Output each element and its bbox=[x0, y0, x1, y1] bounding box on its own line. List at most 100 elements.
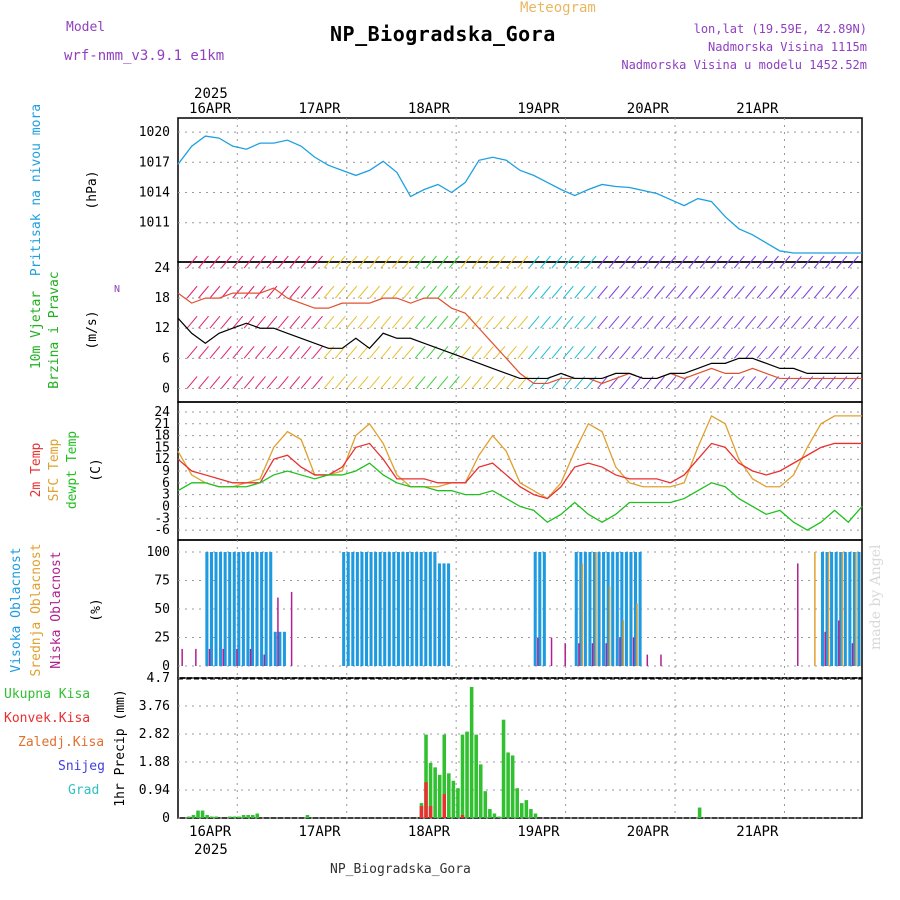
wind-arrow bbox=[722, 285, 734, 299]
wind-arrow bbox=[334, 285, 346, 299]
wind-arrow bbox=[619, 315, 631, 329]
high-cloud-bar bbox=[588, 552, 592, 666]
wind-arrow bbox=[733, 255, 745, 269]
pressure-axis-title: Pritisak na nivou mora bbox=[29, 104, 44, 276]
wind-arrow bbox=[243, 255, 255, 269]
wind-arrow bbox=[505, 255, 517, 269]
wind-arrow bbox=[790, 255, 802, 269]
high-cloud-bar bbox=[273, 631, 277, 666]
wind-arrow bbox=[665, 285, 677, 299]
wind-axis-title-1: 10m Vjetar bbox=[29, 291, 44, 369]
low-cloud-bar bbox=[222, 648, 224, 666]
high-cloud-bar bbox=[533, 552, 537, 666]
compass-label: N bbox=[114, 284, 120, 295]
wind-arrow bbox=[471, 285, 483, 299]
precip-total-bar bbox=[506, 752, 510, 818]
wind-arrow bbox=[574, 285, 586, 299]
precip-total-bar bbox=[515, 788, 519, 818]
precip-conv-bar bbox=[428, 806, 433, 818]
high-cloud-bar bbox=[387, 552, 391, 666]
wind-arrow bbox=[471, 255, 483, 269]
high-cloud-bar bbox=[246, 552, 250, 666]
mid-cloud-bar bbox=[855, 552, 857, 666]
wind-arrow bbox=[654, 346, 665, 359]
wind-arrow bbox=[448, 255, 460, 269]
wind-arrow bbox=[847, 315, 859, 329]
wind-arrow bbox=[733, 376, 745, 389]
wind-arrow bbox=[505, 376, 517, 389]
low-cloud-bar bbox=[797, 563, 799, 666]
wind-arrow bbox=[688, 315, 700, 329]
date-label-bottom: 18APR bbox=[408, 824, 451, 840]
wind-arrow bbox=[711, 255, 722, 269]
wind-arrow bbox=[517, 255, 529, 269]
precip-total-bar bbox=[465, 731, 469, 818]
high-cloud-bar bbox=[260, 552, 264, 666]
wind-arrow bbox=[426, 285, 437, 299]
wind-arrow bbox=[289, 376, 301, 389]
wind-arrow bbox=[380, 376, 392, 389]
wind-arrow bbox=[483, 255, 494, 269]
precip-legend-item: Ukupna Kisa bbox=[4, 687, 90, 702]
low-cloud-bar bbox=[181, 648, 183, 666]
panel-frame-0 bbox=[177, 117, 863, 263]
wind-arrow bbox=[391, 285, 403, 299]
wind-arrow bbox=[403, 315, 415, 329]
high-cloud-bar bbox=[592, 552, 597, 666]
high-cloud-bar bbox=[611, 552, 615, 666]
wind-arrow bbox=[597, 346, 608, 359]
wind-arrow bbox=[585, 255, 597, 269]
wind-arrow bbox=[448, 315, 460, 329]
dewpt-line bbox=[177, 462, 863, 531]
wind-arrow bbox=[597, 315, 608, 329]
wind-arrow bbox=[847, 285, 859, 299]
wind-arrow bbox=[391, 255, 403, 269]
wind-arrow bbox=[380, 255, 392, 269]
wind-arrow bbox=[471, 315, 483, 329]
wind-arrow bbox=[323, 315, 335, 329]
low-cloud-bar bbox=[578, 643, 580, 666]
wind-arrow bbox=[654, 285, 665, 299]
wind-arrow bbox=[676, 285, 688, 299]
high-cloud-bar bbox=[392, 552, 396, 666]
wind-arrow bbox=[528, 315, 540, 329]
wind-arrow bbox=[460, 255, 472, 269]
wind-arrow bbox=[562, 255, 574, 269]
wind-arrow bbox=[403, 346, 415, 359]
wind-arrow bbox=[699, 255, 711, 269]
precip-total-bar bbox=[209, 816, 214, 818]
wind-arrow bbox=[847, 255, 859, 269]
wind-arrow bbox=[198, 315, 209, 329]
temp-2m-line bbox=[177, 442, 862, 500]
mid-cloud-bar bbox=[622, 620, 625, 666]
high-cloud-bar bbox=[437, 563, 441, 666]
wind-arrow bbox=[357, 255, 369, 269]
precip-total-bar bbox=[524, 800, 529, 818]
wind-arrow bbox=[277, 285, 289, 299]
high-cloud-bar bbox=[205, 552, 209, 666]
low-cloud-bar bbox=[838, 620, 840, 666]
y-tick-label: -3 bbox=[154, 511, 170, 526]
wind-arrow bbox=[825, 346, 836, 359]
wind-arrow bbox=[391, 346, 403, 359]
wind-arrow bbox=[186, 376, 198, 389]
wind-arrow bbox=[471, 376, 483, 389]
wind-arrow bbox=[756, 346, 768, 359]
precip-unit: 1hr Precip (mm) bbox=[113, 689, 128, 806]
low-cloud-bar bbox=[550, 637, 553, 666]
high-cloud-bar bbox=[638, 552, 642, 666]
wind-arrow bbox=[825, 285, 836, 299]
y-tick-label: 25 bbox=[154, 631, 170, 646]
wind-arrow bbox=[277, 315, 289, 329]
high-cloud-bar bbox=[634, 552, 638, 666]
wind-arrow bbox=[562, 315, 574, 329]
precip-total-bar bbox=[497, 816, 501, 818]
wind-arrow bbox=[540, 285, 551, 299]
wind-arrow bbox=[711, 376, 722, 389]
wind-arrow bbox=[733, 285, 745, 299]
wind-arrow bbox=[825, 315, 836, 329]
wind-arrow bbox=[300, 255, 312, 269]
wind-axis-title-2: Brzina i Pravac bbox=[47, 271, 62, 388]
wind-arrow bbox=[540, 315, 551, 329]
